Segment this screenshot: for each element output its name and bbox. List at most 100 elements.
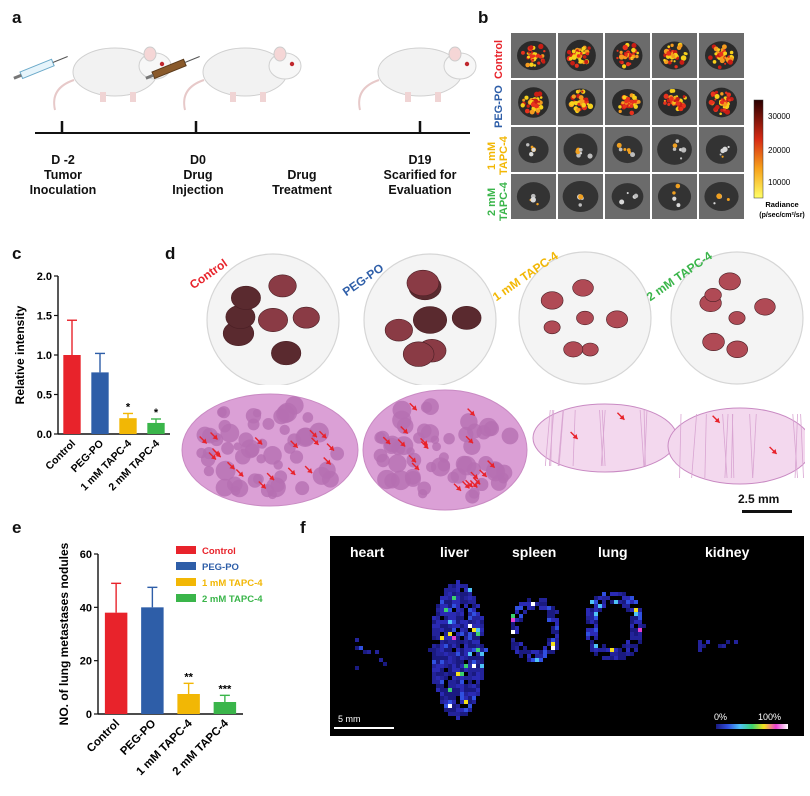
organ-map-panel: heart liver spleen lung kidney 5 mm 0% 1… xyxy=(330,536,804,736)
signal-pixel xyxy=(476,664,480,668)
signal-spot xyxy=(520,103,525,108)
signal-spot xyxy=(713,202,716,205)
arrow-head xyxy=(214,450,220,456)
signal-spot xyxy=(631,47,636,53)
signal-pixel xyxy=(590,612,594,616)
signal-pixel xyxy=(468,680,472,684)
signal-pixel xyxy=(460,684,464,688)
metastasis-nodule xyxy=(263,446,282,465)
signal-spot xyxy=(621,64,627,69)
metastasis-nodule xyxy=(438,452,449,463)
signal-pixel xyxy=(436,668,440,672)
signal-pixel xyxy=(468,648,472,652)
signal-pixel xyxy=(468,688,472,692)
signal-pixel xyxy=(452,612,456,616)
signal-pixel xyxy=(468,620,472,624)
signal-pixel xyxy=(468,656,472,660)
signal-pixel xyxy=(452,592,456,596)
signal-pixel xyxy=(480,644,484,648)
signal-pixel xyxy=(464,624,468,628)
signal-spot xyxy=(577,102,581,106)
arrow-head xyxy=(472,474,478,480)
signal-pixel xyxy=(472,664,476,668)
signal-spot xyxy=(584,97,589,102)
signal-pixel xyxy=(468,612,472,616)
signal-pixel xyxy=(436,620,440,624)
signal-spot xyxy=(623,148,627,151)
organ-colorbar xyxy=(716,724,788,729)
arrow-head xyxy=(572,434,578,440)
signal-pixel xyxy=(468,592,472,596)
y-tick-label: 0 xyxy=(86,709,92,721)
y-tick-label: 1.5 xyxy=(37,311,52,323)
signal-spot xyxy=(723,51,728,56)
signal-pixel xyxy=(448,588,452,592)
signal-spot xyxy=(587,153,593,159)
arrow-head xyxy=(210,454,216,460)
row-label-peg-po: PEG-PO xyxy=(493,85,505,129)
timeline-illustration xyxy=(13,46,477,134)
signal-pixel xyxy=(432,644,436,648)
signal-pixel xyxy=(456,684,460,688)
signal-pixel xyxy=(355,638,359,642)
signal-spot xyxy=(616,49,619,52)
y-tick-label: 0.0 xyxy=(37,429,52,441)
signal-pixel xyxy=(476,644,480,648)
signal-pixel xyxy=(519,642,523,646)
signal-pixel xyxy=(586,616,590,620)
event-desc: Scarified for xyxy=(383,168,457,182)
signal-pixel xyxy=(523,646,527,650)
signal-spot xyxy=(568,56,573,61)
signal-spot xyxy=(629,110,635,116)
y-tick-label: 20 xyxy=(80,656,92,668)
signal-pixel xyxy=(468,636,472,640)
signal-pixel xyxy=(440,624,444,628)
metastasis-nodule xyxy=(267,490,277,500)
signal-pixel xyxy=(456,652,460,656)
signal-pixel xyxy=(594,612,598,616)
lung-specimen xyxy=(406,269,440,297)
signal-pixel xyxy=(440,660,444,664)
signal-pixel xyxy=(606,656,610,660)
signal-pixel xyxy=(634,608,638,612)
signal-spot xyxy=(624,53,628,57)
signal-pixel xyxy=(448,644,452,648)
signal-pixel xyxy=(440,672,444,676)
signal-spot xyxy=(717,48,721,52)
signal-spot xyxy=(531,147,536,152)
event-desc: Drug xyxy=(287,168,317,182)
signal-pixel xyxy=(440,692,444,696)
organ-colorbar-max: 100% xyxy=(758,712,782,722)
signal-pixel xyxy=(452,616,456,620)
signal-spot xyxy=(712,60,717,64)
signal-pixel xyxy=(464,596,468,600)
event-desc: Drug xyxy=(183,168,213,182)
signal-pixel xyxy=(602,604,606,608)
lung-specimen xyxy=(754,298,776,316)
signal-pixel xyxy=(452,604,456,608)
signal-pixel xyxy=(590,640,594,644)
signal-pixel xyxy=(586,636,590,640)
metastasis-nodule xyxy=(256,454,266,464)
signal-pixel xyxy=(460,672,464,676)
lung-specimen xyxy=(412,306,448,334)
metastasis-nodule xyxy=(238,432,254,448)
signal-spot xyxy=(726,92,732,98)
signal-spot xyxy=(667,102,671,106)
metastasis-nodule xyxy=(501,427,519,445)
tissue-fiber xyxy=(800,413,804,479)
signal-pixel xyxy=(626,596,630,600)
signal-spot xyxy=(582,51,586,55)
metastasis-nodule xyxy=(302,412,314,423)
signal-pixel xyxy=(594,632,598,636)
signal-spot xyxy=(578,203,582,207)
signal-pixel xyxy=(626,640,630,644)
bar xyxy=(177,694,200,714)
signal-pixel xyxy=(460,592,464,596)
signal-pixel xyxy=(460,608,464,612)
lung-specimen xyxy=(292,306,320,329)
lung-specimen xyxy=(606,310,629,329)
signal-pixel xyxy=(702,644,706,648)
